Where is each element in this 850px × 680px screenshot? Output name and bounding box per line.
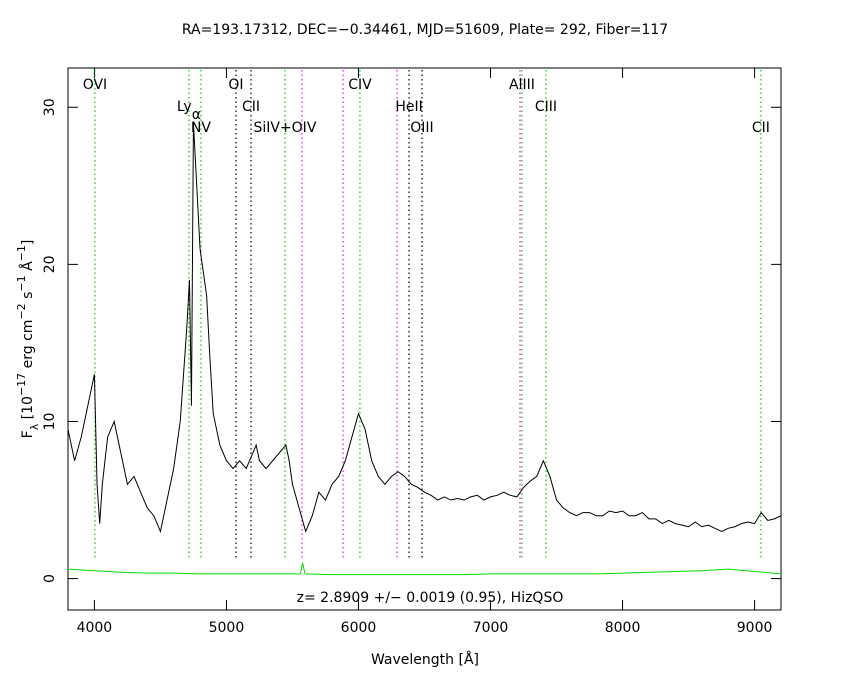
y-axis-label-part: Å <box>19 261 36 275</box>
line-label: NV <box>191 120 211 136</box>
y-tick-label: 0 <box>42 574 58 583</box>
series-line <box>67 122 782 534</box>
y-axis-label-part: [10 <box>20 396 36 424</box>
line-label-sub: α <box>192 107 201 123</box>
line-label-text: SiIV+OIV <box>253 120 316 136</box>
series-line <box>67 562 782 576</box>
line-label: OIII <box>410 120 433 136</box>
line-label: CIII <box>535 99 557 115</box>
annotation: z= 2.8909 +/− 0.0019 (0.95), HizQSO <box>297 590 564 606</box>
line-label-text: OIII <box>410 120 433 136</box>
y-axis-label-part: erg cm <box>20 320 36 373</box>
line-label: OI <box>228 77 243 93</box>
y-axis-label-part: −1 <box>15 275 28 291</box>
x-tick-label: 7000 <box>473 620 509 636</box>
x-tick-label: 4000 <box>77 620 113 636</box>
y-tick-label: 10 <box>42 413 58 431</box>
line-label: Lyα <box>177 99 201 123</box>
line-label-text: AlIII <box>509 77 535 93</box>
line-label: OVI <box>83 77 107 93</box>
line-label-text: Ly <box>177 99 192 115</box>
line-label-text: CII <box>242 99 260 115</box>
line-label-text: CII <box>752 120 770 136</box>
x-axis-label: Wavelength [Å] <box>371 651 479 668</box>
line-label: SiIV+OIV <box>253 120 316 136</box>
y-axis-label-part: F <box>20 430 36 438</box>
x-tick-label: 6000 <box>341 620 377 636</box>
y-axis-label-part: s <box>20 292 36 304</box>
line-label: HeII <box>395 99 422 115</box>
line-label: CII <box>752 120 770 136</box>
plot-frame <box>67 67 782 611</box>
chart-title: RA=193.17312, DEC=−0.34461, MJD=51609, P… <box>182 22 668 38</box>
line-label-text: NV <box>191 120 211 136</box>
y-axis-label-part: λ <box>28 423 41 430</box>
line-label: AlIII <box>509 77 535 93</box>
x-tick-label: 9000 <box>737 620 773 636</box>
line-label: CII <box>242 99 260 115</box>
y-axis-label: Fλ [10−17 erg cm−2 s−1 Å−1] <box>15 240 41 439</box>
y-axis-label-part: −2 <box>15 303 28 319</box>
x-tick-label: 5000 <box>209 620 245 636</box>
y-tick-label: 30 <box>42 98 58 116</box>
y-tick-label: 20 <box>42 255 58 273</box>
line-label-text: OI <box>228 77 243 93</box>
y-axis-label-part: −1 <box>15 245 28 261</box>
line-label-text: CIV <box>348 77 372 93</box>
line-label-text: OVI <box>83 77 107 93</box>
y-axis-label-part: ] <box>20 240 36 245</box>
line-label-text: CIII <box>535 99 557 115</box>
line-label-text: HeII <box>395 99 422 115</box>
line-label: CIV <box>348 77 372 93</box>
y-axis-label-part: −17 <box>15 373 28 396</box>
x-tick-label: 8000 <box>605 620 641 636</box>
